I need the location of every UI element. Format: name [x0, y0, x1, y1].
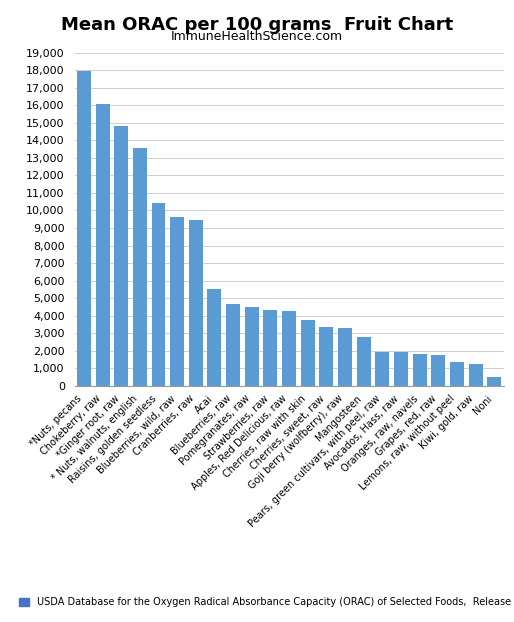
Bar — [208, 289, 222, 386]
Bar — [450, 362, 464, 386]
Bar — [96, 104, 109, 386]
Bar — [264, 310, 278, 386]
Bar — [77, 72, 91, 386]
Text: Mean ORAC per 100 grams  Fruit Chart: Mean ORAC per 100 grams Fruit Chart — [61, 16, 453, 34]
Bar — [301, 320, 315, 386]
Bar — [357, 337, 371, 386]
Bar — [487, 377, 501, 386]
Bar — [338, 328, 352, 386]
Bar — [282, 311, 296, 386]
Bar — [133, 149, 147, 386]
Bar — [152, 203, 166, 386]
Bar — [114, 126, 128, 386]
Bar — [226, 304, 240, 386]
Bar — [189, 220, 203, 386]
Bar — [394, 352, 408, 386]
Text: ImmuneHealthScience.com: ImmuneHealthScience.com — [171, 30, 343, 43]
Bar — [469, 364, 483, 386]
Bar — [170, 217, 184, 386]
Bar — [245, 307, 259, 386]
Legend: USDA Database for the Oxygen Radical Absorbance Capacity (ORAC) of Selected Food: USDA Database for the Oxygen Radical Abs… — [15, 593, 514, 611]
Bar — [431, 355, 446, 386]
Bar — [319, 327, 334, 386]
Bar — [413, 354, 427, 386]
Bar — [375, 352, 390, 386]
